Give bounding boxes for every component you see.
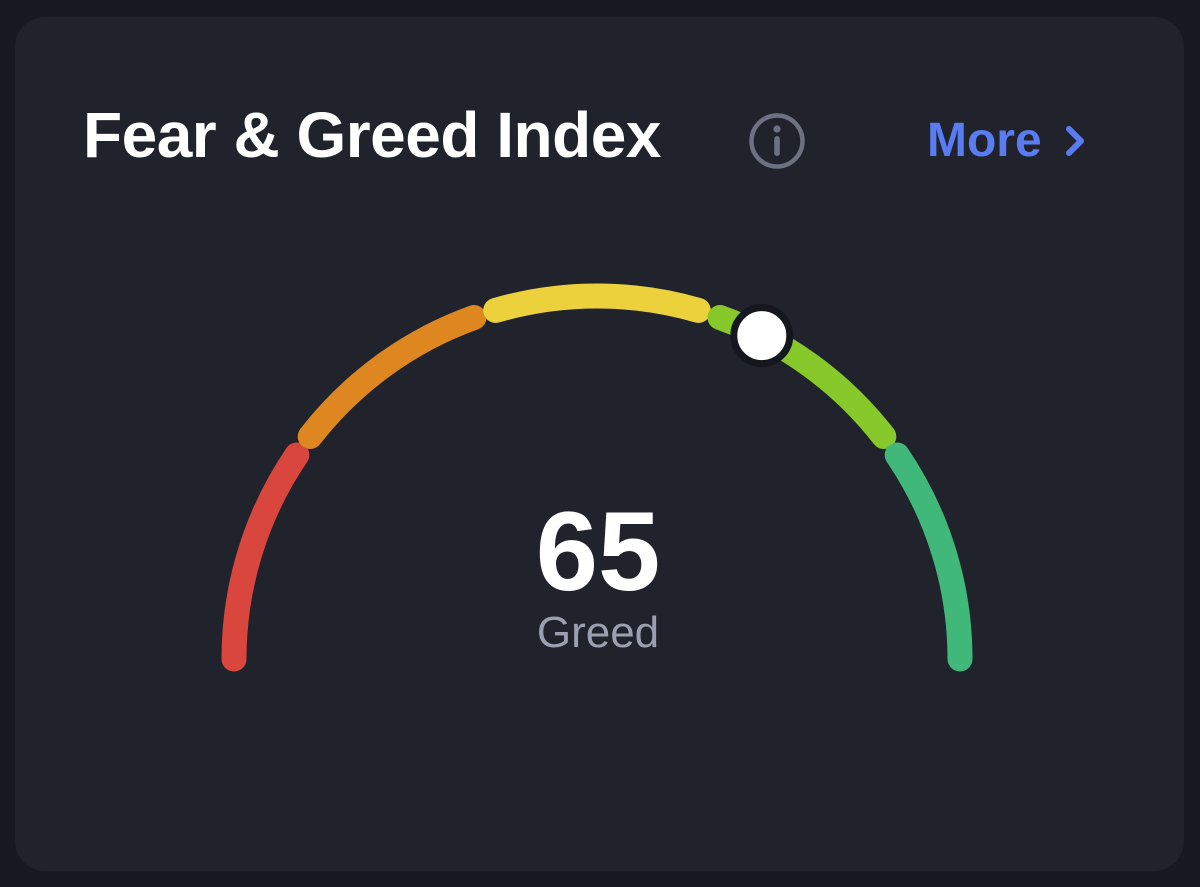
card-title: Fear & Greed Index (83, 99, 661, 171)
chevron-right-icon (1065, 126, 1084, 156)
more-label: More (927, 114, 1042, 167)
gauge-chart (221, 283, 973, 672)
gauge-segment-fear (297, 305, 487, 449)
gauge-segment-extreme-greed (884, 442, 973, 672)
index-label: Greed (536, 608, 660, 657)
gauge-segment-neutral (483, 283, 711, 323)
index-value: 65 (535, 489, 661, 614)
gauge-indicator (730, 304, 794, 368)
more-link[interactable]: More (927, 111, 1086, 171)
fear-greed-card: Fear & Greed Index More 65 Greed (15, 17, 1184, 871)
info-icon[interactable] (747, 111, 807, 171)
gauge-segment-extreme-fear (221, 442, 310, 672)
